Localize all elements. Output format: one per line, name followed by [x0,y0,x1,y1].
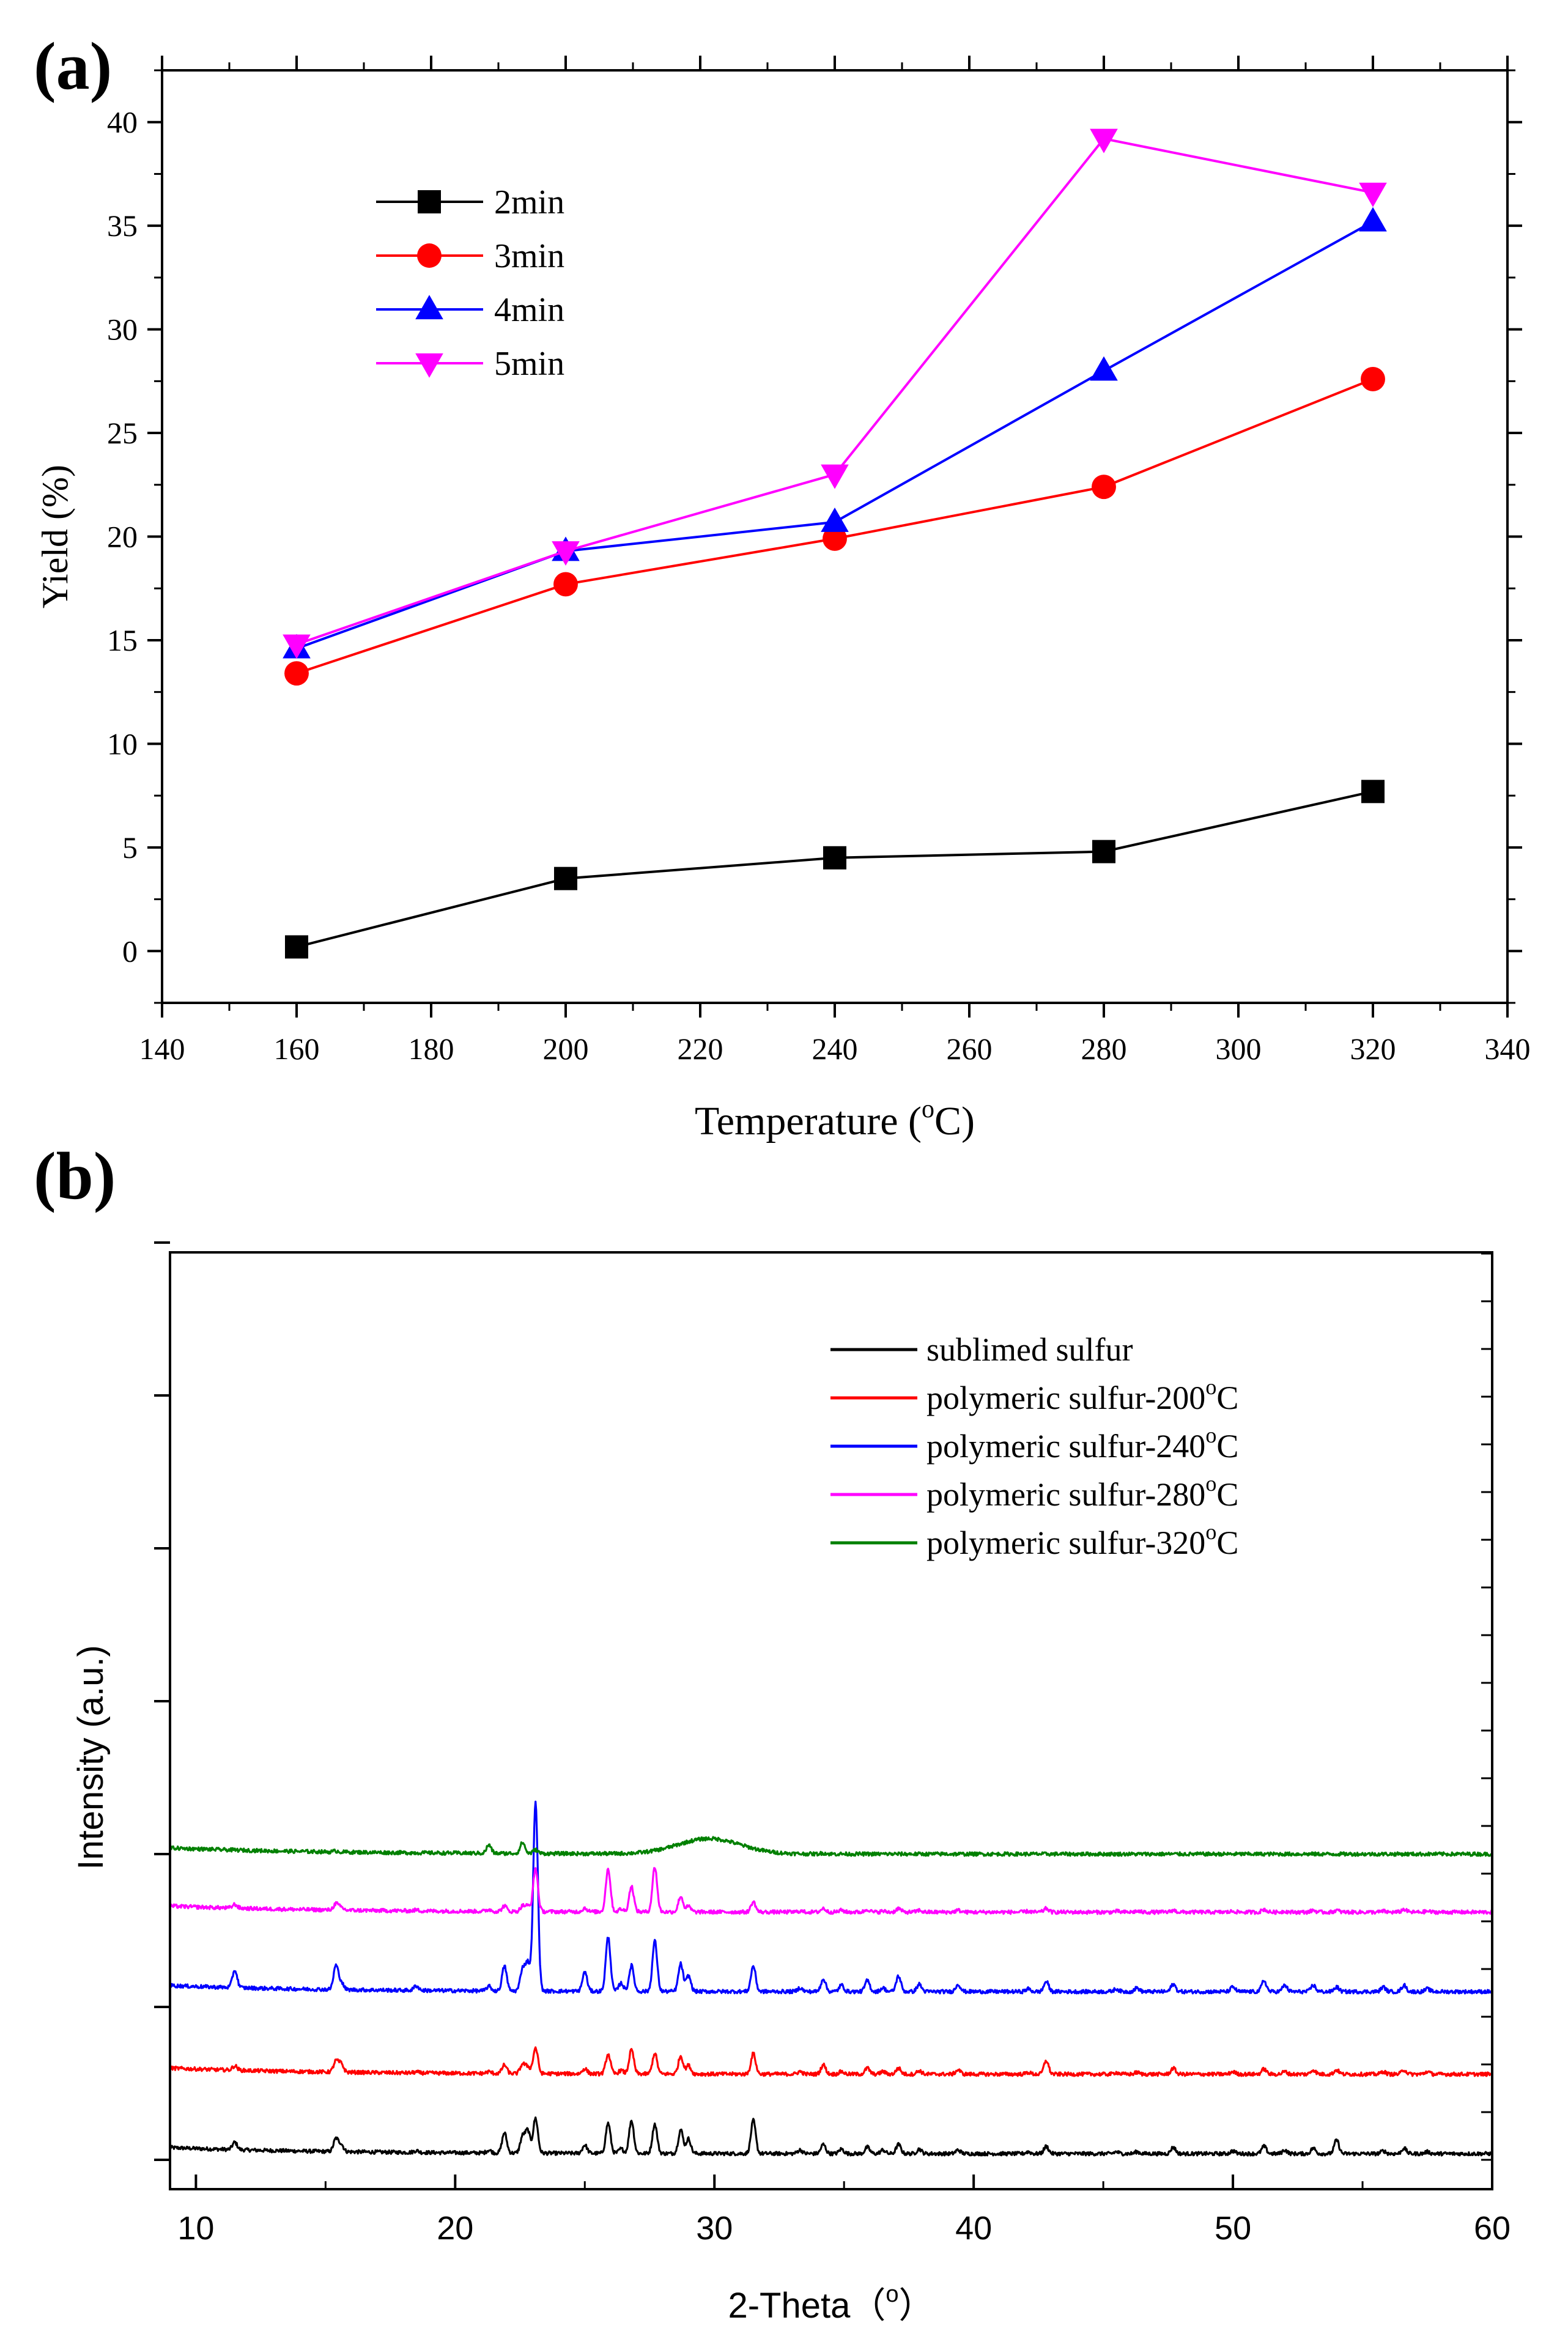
legend-label: polymeric sulfur-280oC [926,1471,1238,1513]
x-tick-label: 40 [955,2210,992,2247]
legend-label: polymeric sulfur-320oC [926,1520,1238,1561]
panel-a-series [283,128,1387,959]
data-point-2min [554,866,577,890]
panel-a-legend: 2min 3min 4min 5min [376,183,564,383]
y-tick-label: 20 [107,520,138,554]
y-tick-label: 10 [107,726,138,761]
x-tick-label: 280 [1081,1032,1127,1066]
data-point-2min [823,846,846,870]
x-tick-label: 180 [409,1032,454,1066]
series-4min [283,207,1387,659]
legend-marker-5min [415,353,443,378]
panel-b-plot-area [169,1251,1493,2190]
y-tick-label: 0 [122,934,138,968]
data-point-4min [1359,207,1387,232]
panel-a-y-axis-label: Yield (%) [35,465,75,608]
panel-a: (a) 140 160 180 200 220 240 260 280 300 320 340051… [34,29,1531,1144]
series-3min [284,366,1385,686]
series-5min [283,128,1387,659]
data-point-5min [1090,128,1118,153]
x-tick-label: 240 [812,1032,858,1066]
x-tick-label: 340 [1485,1032,1531,1066]
legend-marker-3min [417,243,442,268]
x-tick-label: 60 [1474,2210,1511,2247]
series-line-4min [296,220,1374,650]
panel-b-x-axis-label: 2-Theta（o） [728,2282,934,2326]
x-tick-label: 220 [678,1032,723,1066]
x-tick-label: 320 [1350,1032,1396,1066]
legend-label: 2min [494,183,564,221]
y-tick-label: 40 [107,105,138,139]
data-point-5min [1359,182,1387,207]
panel-b-label: (b) [34,1139,116,1213]
series-line-5min [296,137,1374,646]
x-tick-label: 50 [1215,2210,1251,2247]
y-tick-label: 30 [107,312,138,347]
x-tick-label: 200 [543,1032,589,1066]
y-tick-label: 25 [107,416,138,450]
data-point-5min [821,464,849,489]
panel-a-x-axis-label: Temperature (oC) [695,1095,975,1144]
x-tick-label: 10 [177,2210,214,2247]
x-tick-label: 20 [437,2210,473,2247]
pattern-line-polymeric-sulfur-200 [170,2046,1492,2077]
legend-label: sublimed sulfur [926,1331,1133,1368]
legend-label: 4min [494,291,564,329]
legend-label: 5min [494,345,564,383]
pattern-line-sublimed-sulfur [170,2116,1492,2157]
panel-b-axes: 10 20 30 40 50 60 [154,1241,1511,2247]
data-point-5min [552,541,580,566]
panel-a-label: (a) [34,29,112,103]
panel-b-legend: sublimed sulfur polymeric sulfur-200oC pol… [830,1331,1238,1561]
legend-label: 3min [494,237,564,275]
legend-label: polymeric sulfur-200oC [926,1375,1238,1416]
x-tick-label: 30 [696,2210,733,2247]
data-point-3min [823,526,847,551]
panel-b-y-axis-label: Intensity (a.u.) [71,1645,111,1869]
data-point-3min [1361,366,1385,391]
data-point-2min [1092,840,1115,863]
x-tick-label: 300 [1216,1032,1262,1066]
panel-b-series [170,1800,1492,2157]
x-tick-label: 140 [139,1032,185,1066]
data-point-5min [283,634,311,659]
legend-marker-4min [415,295,443,320]
pattern-line-polymeric-sulfur-320 [170,1836,1492,1857]
panel-b: (b) 10 20 30 40 50 60 sublimed sulfur polymeri… [34,1139,1511,2326]
data-point-3min [553,572,578,597]
data-point-4min [1090,356,1118,381]
legend-marker-2min [418,190,441,213]
data-point-3min [284,661,309,686]
data-point-2min [1361,780,1385,804]
x-tick-label: 160 [274,1032,320,1066]
pattern-line-polymeric-sulfur-280 [170,1867,1492,1915]
panel-a-axes: 140 160 180 200 220 240 260 280 300 320 340 0 5 10 15 2… [107,56,1531,1066]
y-tick-label: 35 [107,209,138,243]
data-point-2min [285,935,308,959]
y-tick-label: 15 [107,623,138,657]
series-2min [285,780,1385,959]
y-tick-label: 5 [122,830,138,865]
data-point-4min [821,508,849,532]
x-tick-label: 260 [947,1032,993,1066]
legend-label: polymeric sulfur-240oC [926,1423,1238,1465]
data-point-3min [1092,475,1116,500]
pattern-line-polymeric-sulfur-240 [170,1800,1492,1995]
